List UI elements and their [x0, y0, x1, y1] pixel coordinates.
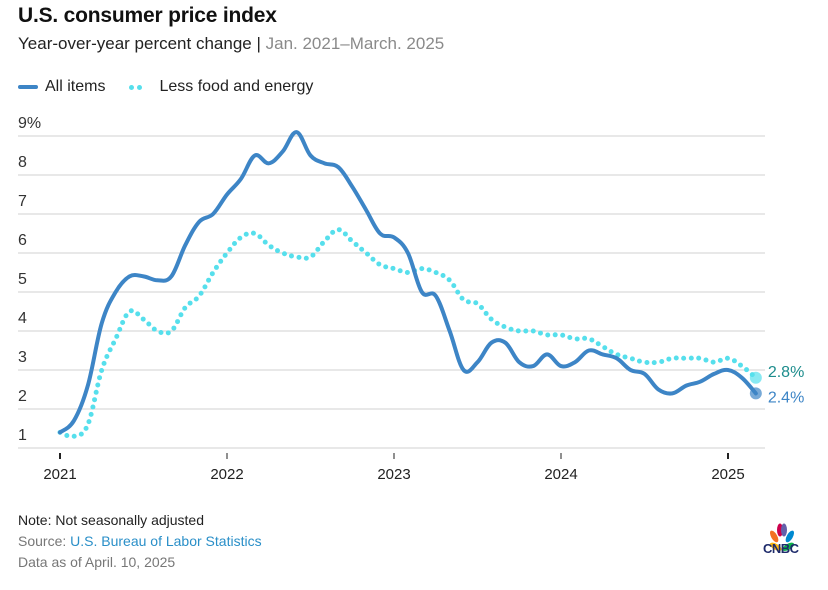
end-label-core: 2.8% [768, 364, 804, 381]
subtitle-main: Year-over-year percent change | [18, 34, 266, 53]
source-link[interactable]: U.S. Bureau of Labor Statistics [70, 533, 262, 549]
footnote: Note: Not seasonally adjusted [18, 512, 204, 528]
gridlines [18, 135, 765, 449]
end-marker-core [749, 371, 762, 384]
cnbc-logo-text: CNBC [763, 541, 799, 556]
dotted-line-swatch-icon [129, 84, 145, 90]
chart-title: U.S. consumer price index [18, 4, 277, 27]
subtitle-date-range: Jan. 2021–March. 2025 [265, 34, 445, 53]
series-line-less-food-and-energy [57, 227, 759, 440]
legend-label-core: Less food and energy [159, 78, 314, 95]
y-tick-label: 3 [18, 349, 27, 366]
legend: All items Less food and energy [18, 78, 333, 96]
y-axis-labels: 1 2 3 4 5 6 7 8 9% [18, 115, 41, 444]
series-lines [57, 130, 759, 440]
x-tick-label: 2022 [210, 466, 243, 483]
series-line-all-items [58, 130, 758, 435]
end-marker-all-items [749, 387, 762, 400]
chart-subtitle: Year-over-year percent change | Jan. 202… [18, 34, 444, 54]
end-markers: 2.8% 2.4% [749, 364, 804, 406]
source-prefix: Source: [18, 533, 71, 549]
x-tick-label: 2024 [544, 466, 577, 483]
y-tick-label: 5 [18, 271, 27, 288]
solid-line-swatch-icon [18, 85, 38, 89]
x-tick-label: 2023 [377, 466, 410, 483]
x-axis: 2021 2022 2023 2024 2025 [43, 453, 745, 483]
data-as-of: Data as of April. 10, 2025 [18, 554, 176, 570]
legend-label-all-items: All items [45, 78, 106, 95]
y-tick-label: 4 [18, 310, 27, 327]
legend-item-all-items: All items [18, 78, 105, 96]
chart-footer: Note: Not seasonally adjusted Source: U.… [18, 510, 262, 573]
nbc-peacock-icon [769, 523, 795, 551]
y-tick-label: 1 [18, 427, 27, 444]
end-label-all-items: 2.4% [768, 389, 804, 406]
legend-item-core: Less food and energy [125, 78, 313, 96]
y-tick-label: 9% [18, 115, 41, 132]
y-tick-label: 6 [18, 232, 27, 249]
line-chart: 1 2 3 4 5 6 7 8 9% 2021 2022 2023 2024 2025 2.8% 2.4% [18, 115, 804, 483]
y-tick-label: 2 [18, 388, 27, 405]
x-tick-label: 2025 [711, 466, 744, 483]
source-line: Source: U.S. Bureau of Labor Statistics [18, 531, 262, 552]
y-tick-label: 7 [18, 193, 27, 210]
y-tick-label: 8 [18, 154, 27, 171]
x-tick-label: 2021 [43, 466, 76, 483]
